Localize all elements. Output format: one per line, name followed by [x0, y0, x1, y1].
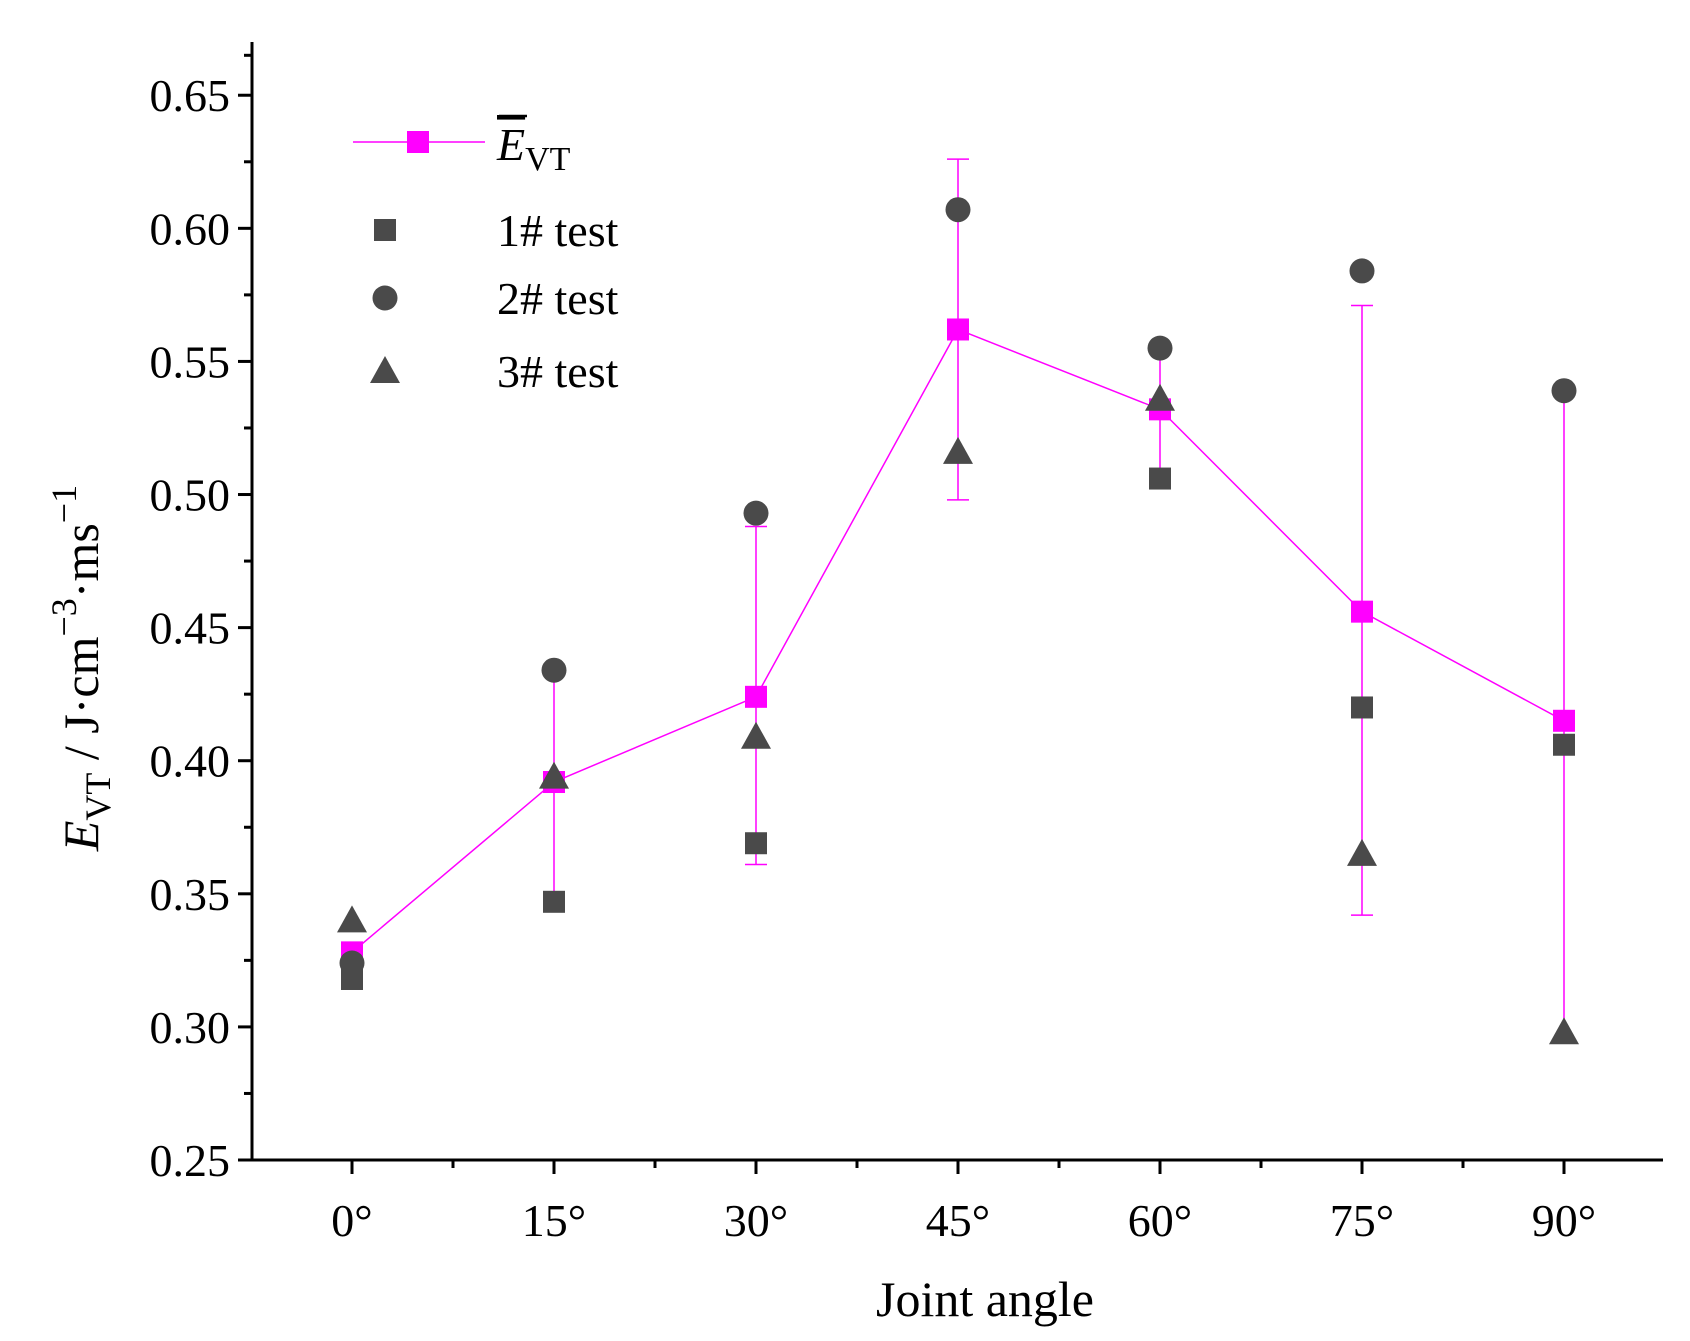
data-point	[745, 685, 767, 708]
data-point	[1549, 1017, 1579, 1045]
legend-label-symbol: E	[496, 119, 525, 170]
data-point	[1149, 467, 1171, 490]
data-point	[1553, 733, 1575, 756]
data-point	[1147, 335, 1173, 361]
series-3	[339, 197, 1577, 976]
legend: EVT 1# test 2# test 3# test	[353, 114, 619, 397]
data-point	[1551, 378, 1577, 404]
legend-label: EVT	[496, 119, 571, 178]
legend-marker	[370, 356, 400, 383]
data-point	[745, 832, 767, 855]
y-axis-title-unit-prefix: / J·cm	[53, 636, 109, 772]
legend-item-3: 2# test	[372, 273, 619, 324]
data-point	[741, 721, 771, 749]
y-axis-title-exponent-1: −3	[44, 598, 84, 636]
y-tick-label: 0.60	[150, 203, 231, 254]
data-point	[943, 436, 973, 464]
y-tick-label: 0.55	[150, 336, 231, 387]
series-2	[341, 467, 1575, 990]
x-tick-label: 30°	[724, 1195, 788, 1246]
x-tick-label: 90°	[1532, 1195, 1596, 1246]
data-point	[1351, 696, 1373, 719]
x-tick-label: 45°	[926, 1195, 990, 1246]
y-tick-label: 0.50	[150, 470, 231, 521]
y-axis-title-exponent-2: −1	[44, 485, 84, 523]
y-tick-label: 0.65	[150, 70, 231, 121]
data-point	[1351, 600, 1373, 623]
legend-marker	[407, 131, 429, 153]
legend-marker	[372, 285, 398, 311]
axes: 0.25 0.30 0.35 0.40 0.45 0.50 0.55 0.60 0.65 0° 15…	[150, 42, 1663, 1246]
legend-item-1: EVT	[353, 114, 571, 178]
legend-label-subscript: VT	[525, 141, 571, 178]
y-tick-label: 0.35	[150, 869, 231, 920]
data-point	[1553, 709, 1575, 732]
y-tick-label: 0.45	[150, 603, 231, 654]
y-axis-title: EVT / J·cm−3·ms−1	[44, 485, 118, 852]
series-4	[337, 383, 1579, 1045]
data-point	[945, 197, 971, 223]
data-point	[1349, 258, 1375, 284]
data-point	[539, 761, 569, 789]
x-tick-label: 75°	[1330, 1195, 1394, 1246]
legend-label: 3# test	[497, 346, 619, 397]
x-tick-label: 60°	[1128, 1195, 1192, 1246]
x-tick-label: 0°	[331, 1195, 372, 1246]
legend-item-2: 1# test	[374, 205, 619, 256]
data-point	[337, 905, 367, 933]
data-point	[743, 500, 769, 526]
y-axis-title-subscript: VT	[78, 773, 118, 821]
plot-area	[337, 158, 1579, 1045]
y-tick-label: 0.30	[150, 1002, 231, 1053]
data-point	[1347, 838, 1377, 866]
data-point	[541, 657, 567, 683]
data-point	[339, 950, 365, 976]
data-point	[543, 890, 565, 913]
x-tick-label: 15°	[522, 1195, 586, 1246]
legend-label: 1# test	[497, 205, 619, 256]
x-axis-title: Joint angle	[876, 1271, 1094, 1327]
legend-label: 2# test	[497, 273, 619, 324]
y-tick-label: 0.25	[150, 1135, 231, 1186]
y-axis-title-symbol: E	[53, 821, 109, 853]
legend-marker	[374, 219, 396, 241]
data-point	[947, 318, 969, 341]
y-tick-label: 0.40	[150, 736, 231, 787]
legend-item-4: 3# test	[370, 346, 619, 397]
data-point	[1145, 383, 1175, 411]
y-axis-title-unit-mid: ·ms	[53, 523, 109, 598]
